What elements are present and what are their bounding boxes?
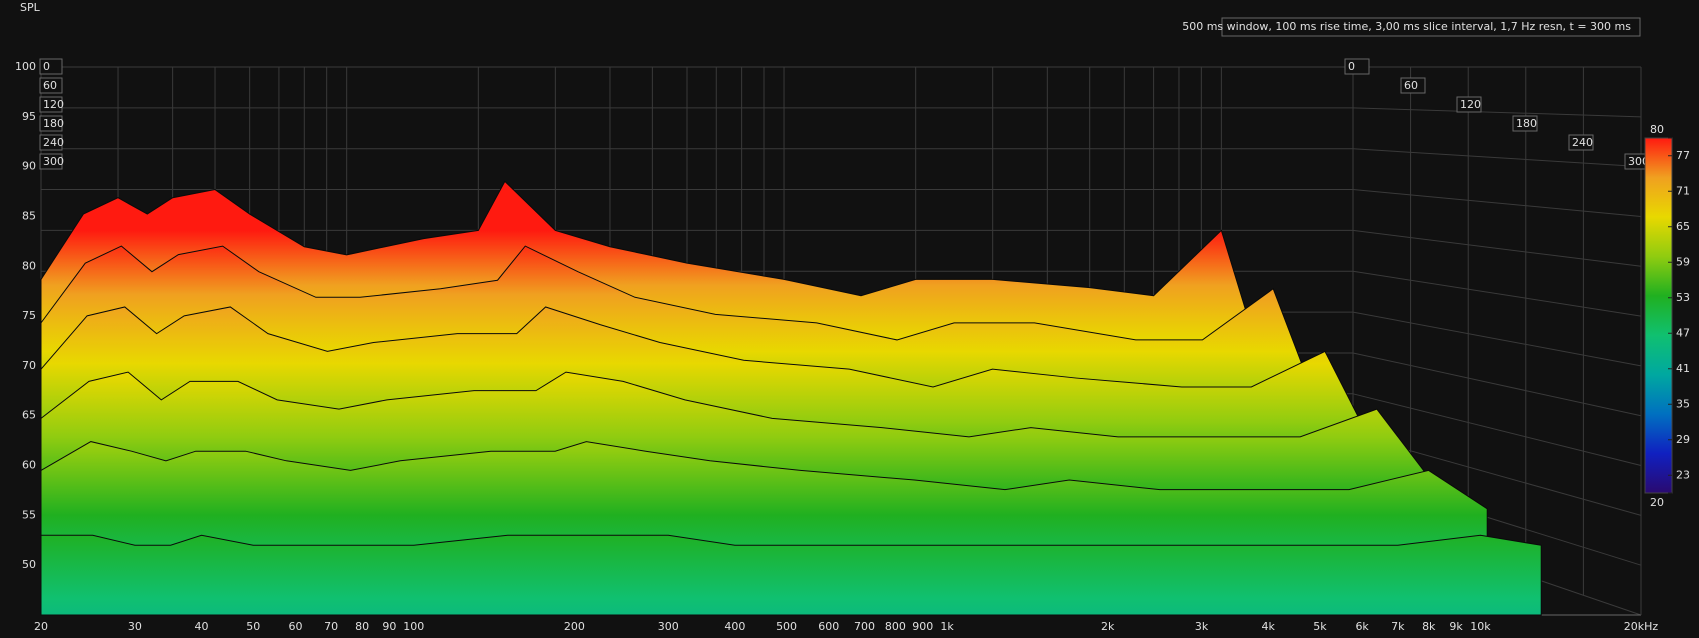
x-tick-label: 70 xyxy=(324,620,338,633)
grid-line xyxy=(1352,352,1642,417)
x-tick-label: 6k xyxy=(1355,620,1369,633)
colorbar-tick-label: 29 xyxy=(1676,433,1690,446)
x-tick-label: 800 xyxy=(885,620,906,633)
x-tick-label: 40 xyxy=(195,620,209,633)
y-tick-label: 85 xyxy=(22,209,36,222)
grid-line xyxy=(1352,393,1642,467)
x-tick-label: 30 xyxy=(128,620,142,633)
colorbar-tick-label: 65 xyxy=(1676,220,1690,233)
x-tick-label: 5k xyxy=(1313,620,1327,633)
time-label-box xyxy=(39,77,63,94)
y-tick-label: 95 xyxy=(22,110,36,123)
x-tick-label: 90 xyxy=(382,620,396,633)
x-tick-label: 20kHz xyxy=(1624,620,1659,633)
grid-line xyxy=(1352,148,1642,168)
time-label-box xyxy=(1400,77,1426,94)
x-tick-label: 50 xyxy=(246,620,260,633)
time-tick-label: 120 xyxy=(43,98,64,111)
grid-line xyxy=(1352,189,1642,217)
time-tick-label: 180 xyxy=(1516,117,1537,130)
y-tick-label: 55 xyxy=(22,508,36,521)
y-tick-label: 65 xyxy=(22,409,36,422)
y-axis-label: SPL xyxy=(20,1,41,14)
x-tick-label: 7k xyxy=(1391,620,1405,633)
x-tick-label: 80 xyxy=(355,620,369,633)
waterfall-slice xyxy=(40,534,1542,616)
time-tick-label: 0 xyxy=(43,60,50,73)
x-tick-label: 300 xyxy=(658,620,679,633)
colorbar-tick-label: 23 xyxy=(1676,468,1690,481)
y-tick-label: 100 xyxy=(15,60,36,73)
y-tick-label: 60 xyxy=(22,459,36,472)
x-tick-label: 4k xyxy=(1262,620,1276,633)
y-tick-label: 90 xyxy=(22,160,36,173)
time-label-box xyxy=(39,153,63,170)
x-tick-label: 10k xyxy=(1470,620,1491,633)
time-tick-label: 60 xyxy=(43,79,57,92)
colorbar-tick-label: 80 xyxy=(1650,123,1664,136)
x-tick-label: 500 xyxy=(776,620,797,633)
y-tick-label: 50 xyxy=(22,558,36,571)
time-tick-label: 240 xyxy=(1572,136,1593,149)
x-tick-label: 8k xyxy=(1422,620,1436,633)
info-text: 500 ms window, 100 ms rise time, 3,00 ms… xyxy=(1182,20,1631,33)
x-tick-label: 400 xyxy=(724,620,745,633)
time-tick-label: 120 xyxy=(1460,98,1481,111)
time-label-box xyxy=(39,58,63,75)
x-tick-label: 60 xyxy=(288,620,302,633)
time-label-box xyxy=(1344,58,1370,75)
time-tick-label: 300 xyxy=(1628,155,1649,168)
time-label-box xyxy=(1568,134,1594,151)
x-tick-label: 900 xyxy=(912,620,933,633)
x-tick-label: 200 xyxy=(564,620,585,633)
colorbar-tick-label: 59 xyxy=(1676,255,1690,268)
time-label-box xyxy=(39,96,63,113)
time-tick-label: 240 xyxy=(43,136,64,149)
colorbar-tick-label: 53 xyxy=(1676,291,1690,304)
time-tick-label: 300 xyxy=(43,155,64,168)
time-label-box xyxy=(39,115,63,132)
x-tick-label: 1k xyxy=(940,620,954,633)
x-tick-label: 20 xyxy=(34,620,48,633)
y-tick-label: 80 xyxy=(22,259,36,272)
x-tick-label: 9k xyxy=(1449,620,1463,633)
time-label-box xyxy=(39,134,63,151)
colorbar-tick-label: 71 xyxy=(1676,184,1690,197)
time-tick-label: 0 xyxy=(1348,60,1355,73)
y-tick-label: 70 xyxy=(22,359,36,372)
x-tick-label: 3k xyxy=(1195,620,1209,633)
colorbar-tick-label: 35 xyxy=(1676,397,1690,410)
y-tick-label: 75 xyxy=(22,309,36,322)
time-label-box xyxy=(1512,115,1538,132)
x-tick-label: 100 xyxy=(403,620,424,633)
x-tick-label: 600 xyxy=(818,620,839,633)
colorbar xyxy=(1644,137,1673,494)
colorbar-tick-label: 41 xyxy=(1676,362,1690,375)
time-label-box xyxy=(1456,96,1482,113)
x-tick-label: 2k xyxy=(1101,620,1115,633)
time-tick-label: 60 xyxy=(1404,79,1418,92)
grid-line xyxy=(1352,311,1642,367)
colorbar-tick-label: 47 xyxy=(1676,326,1690,339)
time-tick-label: 180 xyxy=(43,117,64,130)
grid-line xyxy=(1352,270,1642,317)
x-tick-label: 700 xyxy=(854,620,875,633)
info-box xyxy=(1221,17,1641,37)
colorbar-tick-label: 77 xyxy=(1676,149,1690,162)
grid-line xyxy=(1352,229,1642,267)
colorbar-tick-label: 20 xyxy=(1650,496,1664,509)
grid-line xyxy=(1352,107,1642,118)
